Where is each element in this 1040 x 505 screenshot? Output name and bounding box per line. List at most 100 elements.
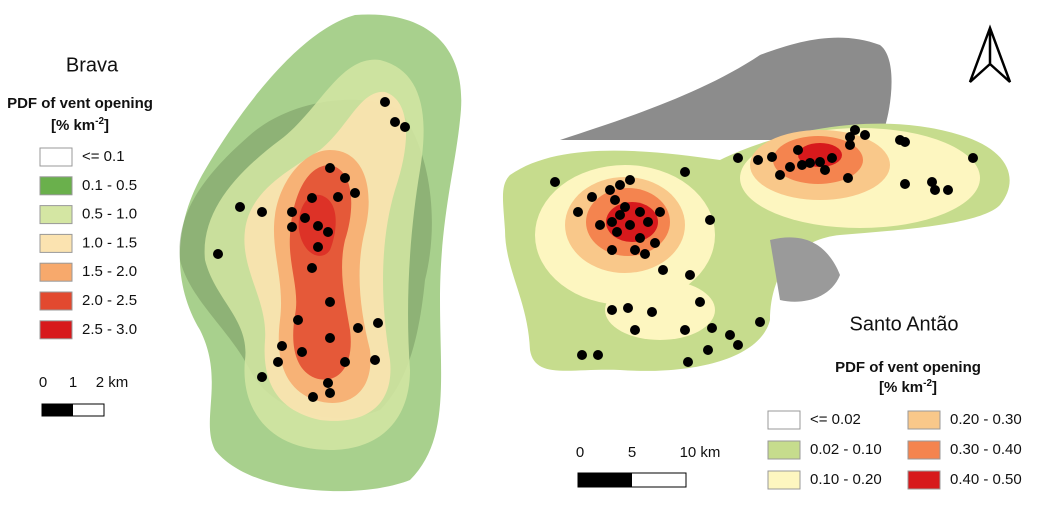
sa-shade bbox=[770, 237, 840, 301]
scale-bar-fill bbox=[578, 473, 632, 487]
legend-label: 0.1 - 0.5 bbox=[82, 177, 137, 194]
vent bbox=[307, 263, 317, 273]
figure: Brava PDF of vent opening [% km-2] <= 0.… bbox=[0, 0, 1040, 500]
vent bbox=[900, 137, 910, 147]
legend-swatch bbox=[908, 411, 940, 429]
vent bbox=[630, 325, 640, 335]
legend-swatch bbox=[40, 292, 72, 310]
vent bbox=[323, 378, 333, 388]
scale-label: 5 bbox=[628, 444, 636, 461]
vent bbox=[785, 162, 795, 172]
maps bbox=[180, 14, 1010, 491]
vent bbox=[390, 117, 400, 127]
legend-swatch bbox=[768, 471, 800, 489]
scale-label: 1 bbox=[69, 374, 77, 391]
legend-swatch bbox=[40, 234, 72, 252]
legend-swatch bbox=[908, 441, 940, 459]
legend-swatch bbox=[908, 471, 940, 489]
vent bbox=[235, 202, 245, 212]
vent bbox=[775, 170, 785, 180]
vent bbox=[755, 317, 765, 327]
unit-base: [% km bbox=[879, 379, 923, 396]
legend-title: PDF of vent opening bbox=[835, 359, 981, 376]
scale-bar-fill bbox=[42, 404, 73, 416]
legend-swatch bbox=[40, 148, 72, 166]
vent bbox=[607, 217, 617, 227]
vent bbox=[370, 355, 380, 365]
vent bbox=[340, 173, 350, 183]
vent bbox=[353, 323, 363, 333]
vent bbox=[640, 249, 650, 259]
legend-title: PDF of vent opening bbox=[7, 95, 153, 112]
vent bbox=[930, 185, 940, 195]
sa-ridge bbox=[560, 38, 892, 140]
scale-label: 2 km bbox=[96, 374, 129, 391]
vent bbox=[273, 357, 283, 367]
vent bbox=[725, 330, 735, 340]
vent bbox=[943, 185, 953, 195]
vent bbox=[647, 307, 657, 317]
vent bbox=[625, 175, 635, 185]
legend-label: 2.5 - 3.0 bbox=[82, 321, 137, 338]
legend-label: <= 0.1 bbox=[82, 148, 125, 165]
vent bbox=[287, 207, 297, 217]
vent bbox=[277, 341, 287, 351]
vent bbox=[658, 265, 668, 275]
scale-label: 10 km bbox=[680, 444, 721, 461]
vent bbox=[615, 180, 625, 190]
vent bbox=[703, 345, 713, 355]
legend-unit: [% km-2] bbox=[879, 378, 937, 396]
vent bbox=[350, 188, 360, 198]
vent bbox=[845, 140, 855, 150]
legend-swatch bbox=[40, 206, 72, 224]
scale-label: 0 bbox=[39, 374, 47, 391]
vent bbox=[325, 163, 335, 173]
vent bbox=[607, 305, 617, 315]
vent bbox=[655, 207, 665, 217]
scale-label: 0 bbox=[576, 444, 584, 461]
vent bbox=[695, 297, 705, 307]
vent bbox=[968, 153, 978, 163]
legend-label: 0.5 - 1.0 bbox=[82, 206, 137, 223]
vent bbox=[820, 165, 830, 175]
vent bbox=[313, 221, 323, 231]
vent bbox=[257, 372, 267, 382]
vent bbox=[793, 145, 803, 155]
vent bbox=[625, 220, 635, 230]
legend-label: 2.0 - 2.5 bbox=[82, 292, 137, 309]
legend-label: <= 0.02 bbox=[810, 411, 861, 428]
vent bbox=[373, 318, 383, 328]
vent bbox=[650, 238, 660, 248]
vent bbox=[680, 325, 690, 335]
legend-label: 1.0 - 1.5 bbox=[82, 234, 137, 251]
vent bbox=[843, 173, 853, 183]
vent bbox=[550, 177, 560, 187]
vent bbox=[313, 242, 323, 252]
vent bbox=[900, 179, 910, 189]
vent bbox=[308, 392, 318, 402]
legend-label: 1.5 - 2.0 bbox=[82, 263, 137, 280]
legend-swatch bbox=[768, 411, 800, 429]
north-arrow bbox=[970, 28, 1010, 82]
map-title: Santo Antão bbox=[850, 313, 959, 335]
vent bbox=[733, 340, 743, 350]
legend-label: 0.30 - 0.40 bbox=[950, 441, 1022, 458]
sa-zone-1c bbox=[605, 280, 715, 340]
vent bbox=[595, 220, 605, 230]
vent bbox=[605, 185, 615, 195]
map-title: Brava bbox=[66, 54, 119, 76]
vent bbox=[707, 323, 717, 333]
legend-unit: [% km-2] bbox=[51, 116, 109, 134]
vent bbox=[573, 207, 583, 217]
vent bbox=[610, 195, 620, 205]
legend: <= 0.020.02 - 0.100.10 - 0.200.20 - 0.30… bbox=[768, 411, 1022, 489]
vent bbox=[860, 130, 870, 140]
vent bbox=[297, 347, 307, 357]
vent bbox=[680, 167, 690, 177]
vent bbox=[612, 227, 622, 237]
vent bbox=[635, 233, 645, 243]
vent bbox=[733, 153, 743, 163]
vent bbox=[307, 193, 317, 203]
vent bbox=[850, 125, 860, 135]
legend-label: 0.20 - 0.30 bbox=[950, 411, 1022, 428]
